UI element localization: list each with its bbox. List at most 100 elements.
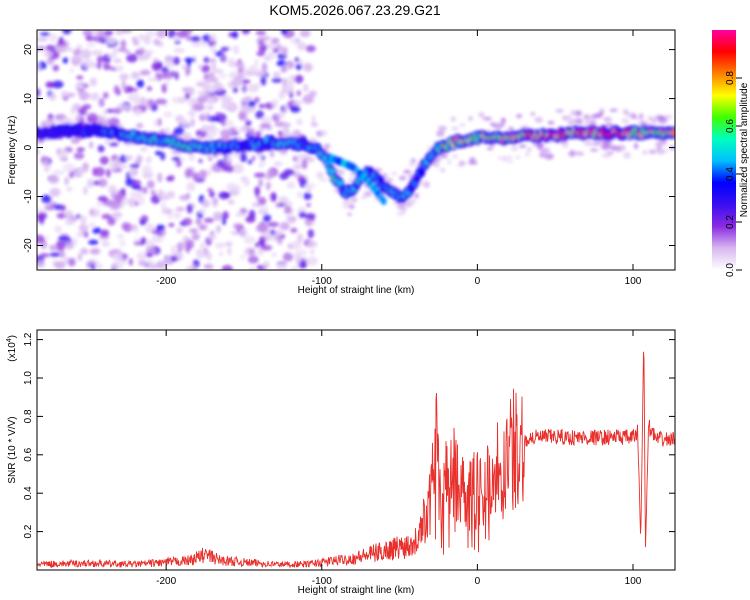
noise-speckle xyxy=(187,109,196,118)
noise-speckle xyxy=(209,40,217,46)
noise-speckle xyxy=(70,137,81,144)
noise-speckle xyxy=(185,192,191,200)
halo-speckle xyxy=(408,161,415,167)
noise-speckle xyxy=(112,107,122,114)
halo-speckle xyxy=(510,144,518,152)
noise-speckle xyxy=(65,219,70,226)
noise-speckle xyxy=(259,237,266,248)
spectrogram-plot-area xyxy=(37,30,675,270)
noise-speckle xyxy=(290,227,298,233)
x-tick-label: 0 xyxy=(475,576,481,587)
noise-speckle xyxy=(128,258,133,266)
noise-speckle xyxy=(207,187,213,193)
noise-speckle xyxy=(189,228,198,234)
noise-speckle xyxy=(260,122,272,129)
halo-speckle xyxy=(433,162,440,168)
noise-speckle xyxy=(255,30,266,36)
noise-speckle xyxy=(151,62,162,72)
halo-speckle xyxy=(592,141,603,146)
x-tick-label: -100 xyxy=(312,576,332,587)
snr-x-label: Height of straight line (km) xyxy=(298,585,415,596)
halo-speckle xyxy=(570,118,576,124)
noise-speckle xyxy=(37,260,45,267)
noise-speckle xyxy=(89,222,96,228)
noise-speckle xyxy=(201,66,210,73)
halo-speckle xyxy=(657,148,668,154)
noise-speckle xyxy=(266,51,276,60)
spectrogram-y-ticks: -20 -10 0 10 20 xyxy=(23,44,675,253)
noise-speckle xyxy=(296,90,302,97)
noise-speckle xyxy=(54,225,62,234)
noise-speckle xyxy=(113,58,122,64)
halo-speckle xyxy=(623,109,629,115)
colorbar-scale xyxy=(712,30,736,270)
halo-speckle xyxy=(583,114,590,120)
noise-speckle xyxy=(240,103,252,114)
noise-speckle xyxy=(52,169,65,176)
halo-speckle xyxy=(658,116,667,120)
noise-speckle xyxy=(281,46,288,56)
noise-speckle xyxy=(214,69,224,74)
noise-speckle xyxy=(43,50,53,58)
noise-speckle xyxy=(155,98,168,105)
noise-speckle xyxy=(150,189,156,195)
noise-speckle xyxy=(227,199,235,205)
noise-speckle xyxy=(167,175,175,180)
noise-speckle xyxy=(80,49,92,59)
noise-speckle xyxy=(185,265,192,270)
noise-speckle xyxy=(145,239,155,249)
noise-speckle xyxy=(136,122,144,129)
x-tick-label: -200 xyxy=(156,276,176,287)
noise-speckle xyxy=(169,255,178,262)
noise-speckle xyxy=(207,58,217,64)
noise-speckle xyxy=(63,163,75,173)
halo-speckle xyxy=(530,112,536,116)
noise-speckle xyxy=(73,152,85,160)
noise-speckle xyxy=(151,229,161,235)
noise-speckle xyxy=(251,155,256,162)
noise-speckle xyxy=(142,186,148,194)
noise-speckle xyxy=(245,120,252,127)
halo-speckle xyxy=(459,123,466,128)
noise-speckle xyxy=(123,103,132,113)
noise-speckle xyxy=(108,184,117,195)
noise-speckle xyxy=(163,70,176,79)
noise-speckle xyxy=(286,242,298,250)
halo-speckle xyxy=(486,146,494,151)
noise-speckle xyxy=(192,172,200,181)
noise-speckle xyxy=(173,36,180,42)
noise-speckle xyxy=(57,149,68,157)
halo-speckle xyxy=(583,122,591,127)
noise-speckle xyxy=(146,86,153,92)
noise-speckle xyxy=(177,96,187,104)
noise-speckle xyxy=(190,118,195,127)
noise-speckle xyxy=(48,59,53,67)
noise-speckle xyxy=(74,169,84,177)
noise-speckle xyxy=(271,252,278,257)
x-tick-label: -200 xyxy=(156,576,176,587)
noise-speckle xyxy=(303,192,312,201)
noise-speckle xyxy=(280,110,286,119)
noise-speckle xyxy=(226,182,238,192)
noise-speckle xyxy=(215,224,222,234)
noise-speckle xyxy=(232,61,244,68)
halo-speckle xyxy=(547,120,555,125)
noise-speckle xyxy=(206,105,214,111)
halo-speckle xyxy=(601,153,612,158)
noise-speckle xyxy=(80,247,89,255)
noise-speckle xyxy=(305,45,316,53)
noise-speckle xyxy=(260,116,273,124)
noise-speckle xyxy=(136,79,145,88)
halo-speckle xyxy=(642,150,648,155)
noise-speckle xyxy=(62,30,72,35)
noise-speckle xyxy=(299,30,311,38)
noise-speckle xyxy=(74,116,81,121)
halo-speckle xyxy=(439,167,446,173)
noise-speckle xyxy=(204,252,211,258)
noise-speckle xyxy=(227,246,232,256)
noise-speckle xyxy=(266,170,275,176)
noise-speckle xyxy=(37,234,45,244)
noise-speckle xyxy=(71,215,79,222)
noise-speckle xyxy=(185,65,191,76)
